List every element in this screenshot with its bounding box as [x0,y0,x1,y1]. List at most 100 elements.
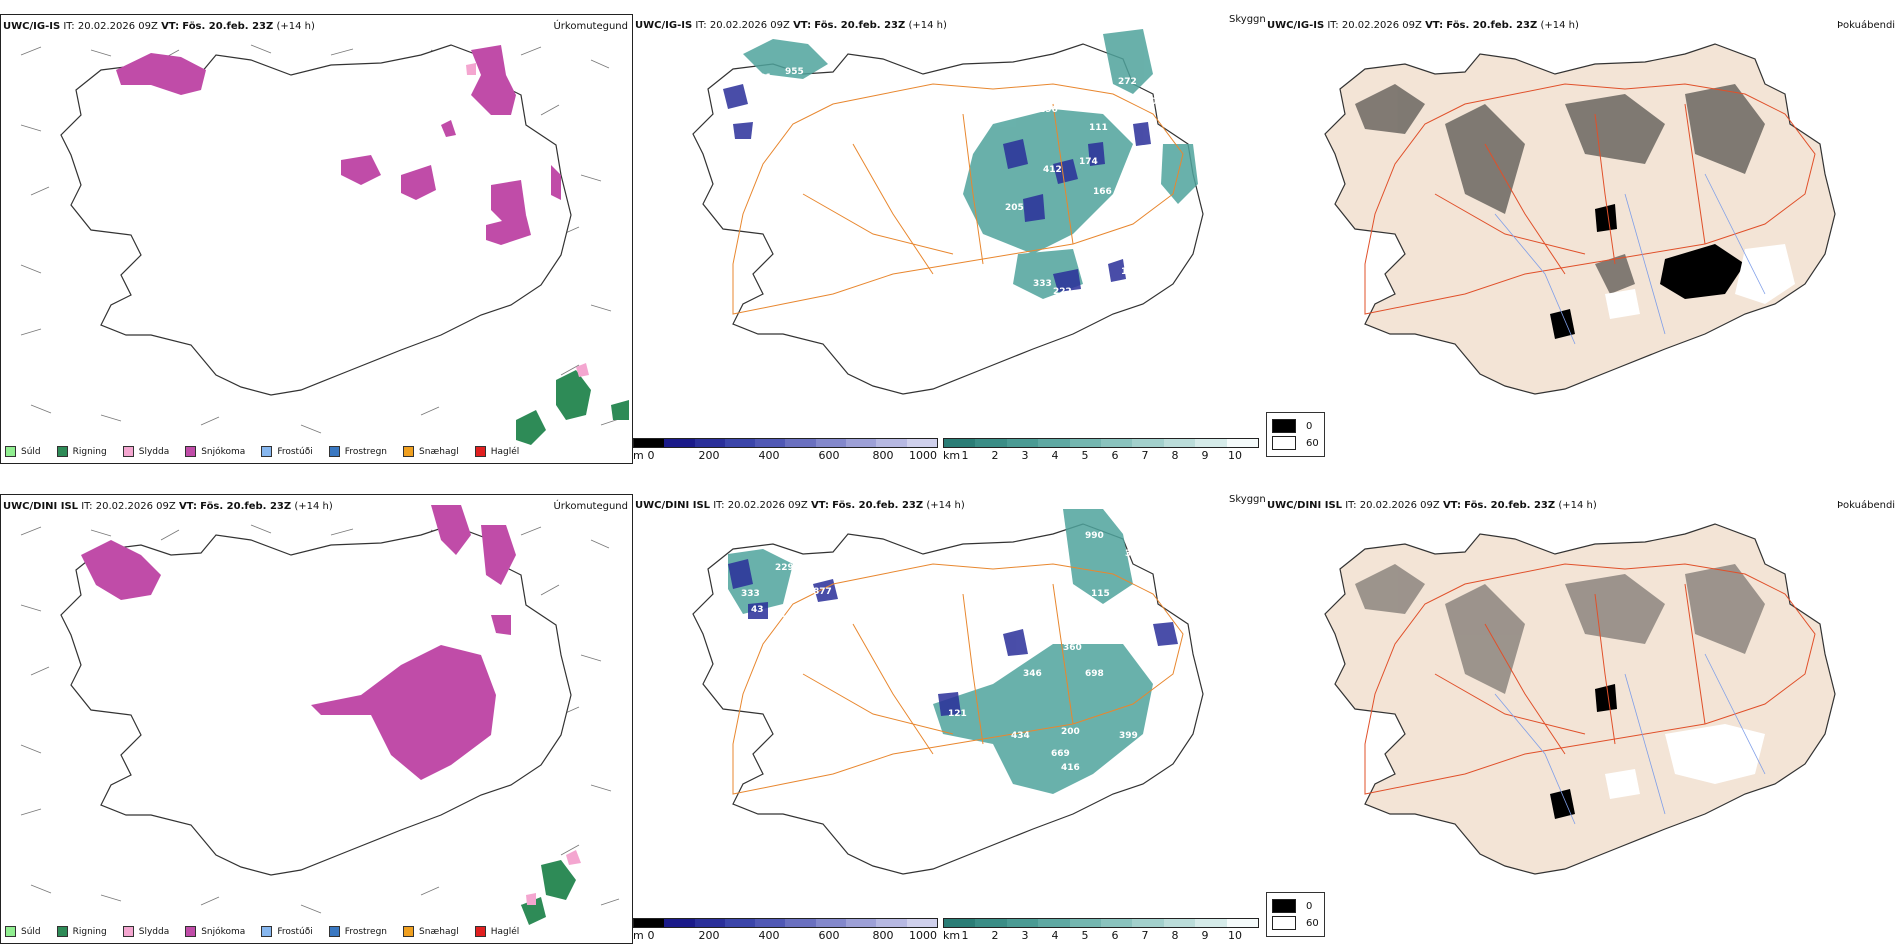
tick-label: 1000 [909,449,937,462]
value-label: 166 [1093,187,1112,197]
value-label: 222 [1053,287,1072,297]
road-network [732,563,1184,795]
tick-label: 4 [1051,449,1059,462]
legend-item-frostregn: Frostregn [328,926,387,937]
road-network [1364,563,1816,795]
tick-label: 2 [991,449,999,462]
value-label: 296 [1039,105,1058,115]
legend-swatch [5,926,16,937]
legend-swatch [185,446,197,457]
colorbar-ticks: 1 2 3 4 5 6 7 8 9 10 [943,929,1259,943]
value-label: 434 [1011,731,1030,741]
legend-swatch [261,446,273,457]
value-label: 129 [1121,113,1140,123]
colorbar-gradient [943,438,1259,448]
visibility-colorbar: km 1 2 3 4 5 6 7 8 9 10 [943,438,1259,463]
legend-swatch [328,926,340,937]
legend-item-rigning: Rigning [56,926,107,937]
iceland-outline [692,43,1204,395]
tick-label: 8 [1171,929,1179,942]
legend-swatch [5,446,16,457]
precip-sleet-areas [526,850,581,905]
precip-type-panel-top: UWC/IG-IS IT: 20.02.2026 09Z VT: Fös. 20… [0,14,633,464]
precip-snow-areas [81,505,516,780]
fog-legend-top: 0 60 [1266,412,1325,457]
legend-swatch [122,926,134,937]
cloud-map: 990 229 376 333 877 115 305 43 116 131 3… [692,509,1204,875]
road-network [1364,83,1816,315]
value-label: 360 [1063,643,1082,653]
tick-label: 600 [818,449,840,462]
value-label: 333 [1033,279,1052,289]
colorbar-unit: m [633,929,644,942]
legend-swatch [403,446,415,457]
tick-label: 8 [1171,449,1179,462]
legend-item-hagl: Haglél [474,926,519,937]
legend-item-snaehagl: Snæhagl [403,446,459,457]
precip-map [20,505,620,925]
tick-label: 0 [647,449,655,462]
visibility-areas [728,509,1153,794]
tick-label: 3 [1021,449,1029,462]
colorbar-ticks: 1 2 3 4 5 6 7 8 9 10 [943,449,1259,463]
fog-shading [1355,564,1765,694]
tick-label: 2 [991,929,999,942]
legend-swatch [328,446,340,457]
tick-label: 1 [961,929,969,942]
fog-legend-swatch [1272,916,1296,930]
fog-map [1324,523,1836,875]
legend-item-slydda: Slydda [122,926,169,937]
tick-label: 5 [1081,929,1089,942]
tick-label: 7 [1141,929,1149,942]
fog-legend-row: 60 [1272,916,1319,930]
legend-swatch [261,926,273,937]
legend-item-frostudi: Frostúði [261,446,313,457]
value-label: 331 [753,73,772,83]
fog-legend-swatch [1272,436,1296,450]
road-network [732,83,1184,315]
fog-legend-swatch [1272,419,1296,433]
value-label: 877 [813,587,832,597]
value-label: 115 [1091,589,1110,599]
value-label: 305 [1117,597,1136,607]
tick-label: 400 [758,929,780,942]
tick-label: 3 [1021,929,1029,942]
legend-swatch [474,926,486,937]
precip-snow-areas [116,45,561,245]
value-label: 346 [1023,669,1042,679]
tick-label: 1000 [909,929,937,942]
colorbar-unit: m [633,449,644,462]
tick-label: 200 [698,449,720,462]
legend-item-slydda: Slydda [122,446,169,457]
rivers [1494,653,1766,825]
legend-item-snjokoma: Snjókoma [185,926,245,937]
field-label: Úrkomutegund [553,21,628,32]
fog-dense [1550,204,1745,339]
legend-swatch [403,926,415,937]
precip-legend: Súld Rigning Slydda Snjókoma Frostúði Fr… [5,446,519,457]
tick-label: 1 [961,449,969,462]
value-label: 137 [1121,267,1140,277]
legend-swatch [122,446,134,457]
colorbar-unit: km [943,449,961,462]
tick-label: 4 [1051,929,1059,942]
value-label: 990 [1085,531,1104,541]
cloud-visibility-panel-bottom: UWC/DINI ISL IT: 20.02.2026 09Z VT: Fös.… [633,494,1269,944]
precip-type-panel-bottom: UWC/DINI ISL IT: 20.02.2026 09Z VT: Fös.… [0,494,633,944]
precip-map [20,44,629,445]
field-label: Skyggni [1229,494,1269,505]
value-label: 116 [781,615,800,625]
value-label: 174 [1079,157,1098,167]
legend-item-frostregn: Frostregn [328,446,387,457]
cloudbase-colorbar: m 0 200 400 600 800 1000 [633,918,938,943]
fog-shading [1355,84,1765,294]
value-label: 205 [1005,203,1024,213]
value-label: 416 [1061,763,1080,773]
value-label: 200 [1061,727,1080,737]
legend-item-snjokoma: Snjókoma [185,446,245,457]
fog-index-panel-bottom: UWC/DINI ISL IT: 20.02.2026 09Z VT: Fös.… [1265,494,1900,944]
value-label: 412 [1043,165,1062,175]
precip-legend: Súld Rigning Slydda Snjókoma Frostúði Fr… [5,926,519,937]
panel-title: UWC/DINI ISL IT: 20.02.2026 09Z VT: Fös.… [3,501,333,512]
legend-item-sulda: Súld [5,446,41,457]
